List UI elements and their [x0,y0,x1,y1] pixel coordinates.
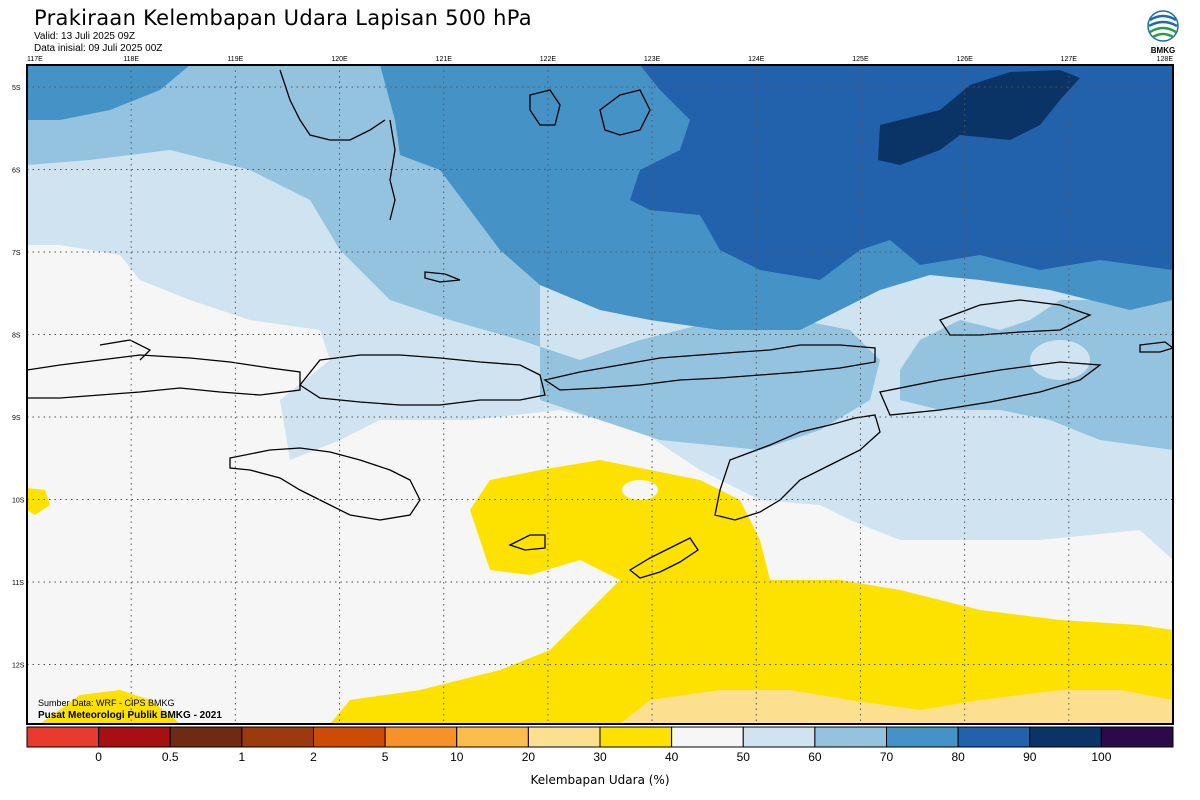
map-title: Prakiraan Kelembapan Udara Lapisan 500 h… [34,6,532,30]
logo-text: BMKG [1150,46,1176,55]
colorbar-swatch [814,726,887,748]
colorbar-tick-label: 100 [1091,750,1111,764]
coastlines [27,69,1173,579]
colorbar [26,726,1174,748]
colorbar-ticks: 0 0.5 1 2 5 10 20 30 40 50 60 70 80 90 100 [95,750,1111,764]
colorbar-tick-label: 2 [310,750,317,764]
colorbar-tick-label: 90 [1023,750,1037,764]
field-hole [622,480,658,500]
lat-tick-label: 11S [12,580,24,587]
lon-labels: 117E 118E 119E 120E 121E 122E 123E 124E 125E 126E… [27,56,1173,63]
colorbar-tick-label: 0 [95,750,102,764]
colorbar-swatch [671,726,744,748]
lon-tick-label: 121E [436,56,453,63]
init-time: Data inisial: 09 Juli 2025 00Z [34,43,163,54]
colorbar-swatch [957,726,1031,748]
lat-tick-label: 12S [12,663,25,670]
gridlines [27,65,1173,724]
colorbar-tick-label: 10 [450,750,464,764]
lon-tick-label: 120E [331,56,348,63]
colorbar-tick-label: 60 [808,750,822,764]
lat-tick-label: 5S [12,85,21,92]
lat-tick-label: 9S [12,415,21,422]
field-20-30 [620,690,1173,724]
map-frame [26,64,1174,725]
colorbar-swatch [1029,726,1102,748]
lon-tick-label: 124E [748,56,765,63]
lon-tick-label: 117E [27,56,43,63]
colorbar-tick-label: 70 [880,750,894,764]
colorbar-swatch [26,726,100,748]
lon-tick-label: 122E [540,56,557,63]
colorbar-tick-label: 50 [737,750,751,764]
colorbar-tick-label: 0.5 [162,750,179,764]
credit-source: Sumber Data: WRF - CIPS BMKG [38,698,175,708]
credit-org: Pusat Meteorologi Publik BMKG - 2021 [38,710,222,721]
colorbar-swatch [527,726,601,748]
colorbar-swatch [98,726,171,748]
valid-time: Valid: 13 Juli 2025 09Z [34,31,135,42]
colorbar-swatch [456,726,529,748]
colorbar-tick-label: 40 [665,750,679,764]
colorbar-label: Kelembapan Udara (%) [530,773,670,787]
colorbar-tick-label: 5 [382,750,389,764]
lon-tick-label: 123E [644,56,661,63]
colorbar-tick-label: 30 [593,750,607,764]
colorbar-swatch [742,726,816,748]
colorbar-tick-label: 80 [951,750,965,764]
colorbar-swatch [599,726,673,748]
lon-tick-label: 118E [123,56,139,63]
colorbar-swatch [169,726,243,748]
colorbar-swatch [384,726,458,748]
colorbar-swatch [886,726,959,748]
colorbar-tick-label: 20 [522,750,536,764]
lat-tick-label: 8S [12,333,21,340]
lat-labels: 5S 6S 7S 8S 9S 10S 11S 12S [12,85,25,670]
lon-tick-label: 125E [852,56,869,63]
field-patch [1030,340,1090,380]
field-30-40 [27,460,1173,724]
lat-tick-label: 6S [12,168,21,175]
colorbar-swatch [241,726,314,748]
field-90-100 [878,70,1080,165]
lat-tick-label: 7S [12,250,21,257]
colorbar-tick-label: 1 [239,750,246,764]
lon-tick-label: 127E [1061,56,1078,63]
lon-tick-label: 126E [956,56,973,63]
lon-tick-label: 119E [227,56,243,63]
colorbar-swatch [313,726,386,748]
colorbar-swatch [1100,726,1174,748]
bmkg-logo-icon [1147,10,1179,42]
lat-tick-label: 10S [12,498,25,505]
lon-tick-label: 128E [1157,56,1174,63]
